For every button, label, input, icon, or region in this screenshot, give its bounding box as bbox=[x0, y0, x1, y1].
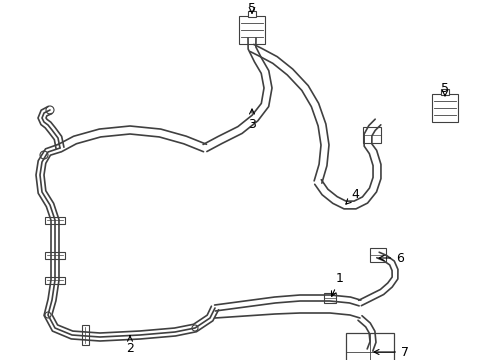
Bar bbox=[45, 276, 65, 284]
Text: 6: 6 bbox=[379, 252, 404, 265]
Text: 3: 3 bbox=[248, 109, 256, 131]
Bar bbox=[239, 16, 265, 44]
Bar bbox=[441, 89, 449, 95]
Text: 1: 1 bbox=[331, 271, 344, 296]
Text: 5: 5 bbox=[248, 1, 256, 14]
Bar bbox=[324, 293, 336, 303]
Bar bbox=[346, 333, 394, 360]
Bar bbox=[363, 127, 381, 143]
Bar bbox=[432, 94, 458, 122]
Text: 2: 2 bbox=[126, 336, 134, 355]
Bar bbox=[45, 216, 65, 224]
Bar bbox=[45, 252, 65, 258]
Bar bbox=[248, 11, 256, 17]
Text: 4: 4 bbox=[346, 189, 359, 204]
Bar bbox=[81, 325, 89, 345]
Bar bbox=[370, 248, 386, 262]
Text: 7: 7 bbox=[374, 346, 409, 359]
Text: 5: 5 bbox=[441, 81, 449, 94]
